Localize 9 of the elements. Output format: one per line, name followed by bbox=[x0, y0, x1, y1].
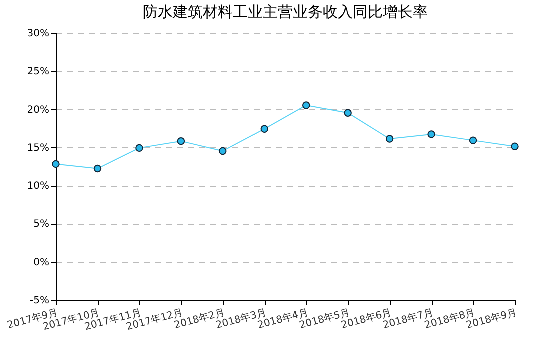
chart-title: 防水建筑材料工业主营业务收入同比增长率 bbox=[143, 3, 428, 21]
y-tick-label: 25% bbox=[27, 66, 50, 78]
y-tick-label: 0% bbox=[34, 257, 50, 268]
y-tick-label: 20% bbox=[27, 104, 50, 116]
y-tick-label: 10% bbox=[27, 181, 50, 192]
y-tick-label: -5% bbox=[30, 296, 50, 306]
y-tick-label: 30% bbox=[27, 28, 50, 40]
y-tick-label: 5% bbox=[34, 219, 50, 230]
y-tick-label: 15% bbox=[27, 142, 50, 154]
